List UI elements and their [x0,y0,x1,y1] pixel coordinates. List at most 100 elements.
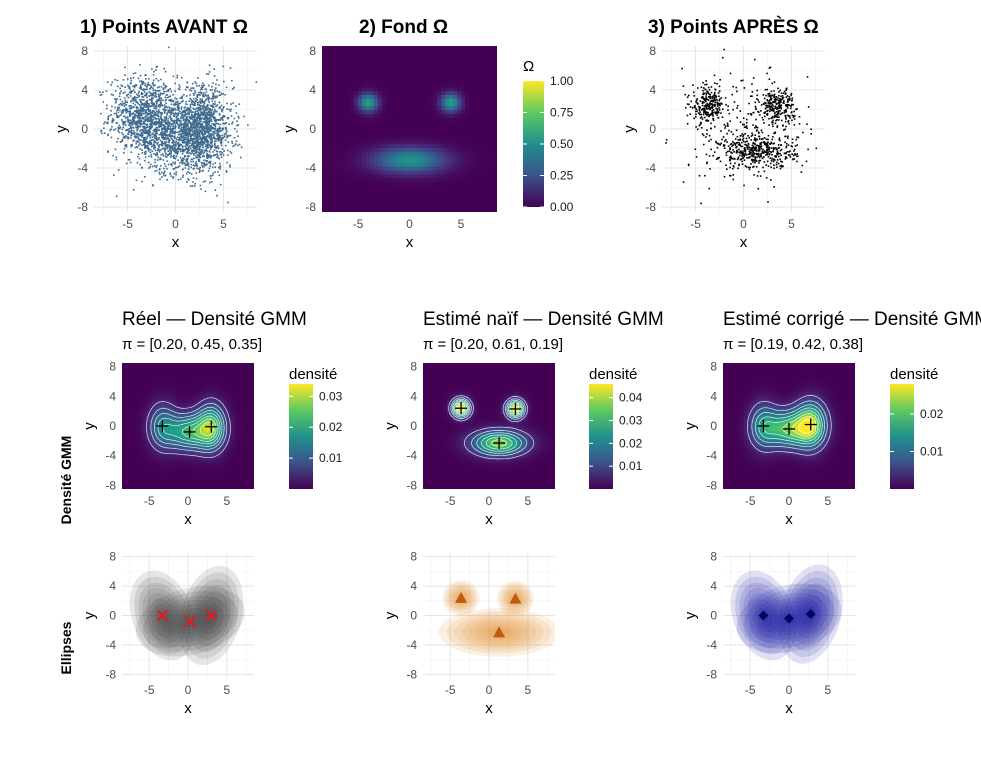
heatmap-cell [385,68,391,74]
scatter-point [149,131,152,134]
heatmap-cell [401,166,407,172]
heatmap-cell [421,204,427,209]
scatter-point [204,180,207,183]
heatmap-cell [361,87,367,92]
heatmap-cell [493,129,497,134]
heatmap-cell [373,159,379,164]
scatter-point [135,123,138,126]
heatmap-cell [493,140,497,145]
scatter-point [142,103,145,105]
scatter-point [133,139,135,142]
heatmap-cell [425,76,430,81]
scatter-point [206,119,209,121]
heatmap-cell [413,46,419,51]
scatter-point [174,126,177,129]
heatmap-cell [429,98,434,104]
scatter-point [208,181,211,184]
scatter-point [186,95,188,97]
scatter-point [185,86,188,88]
scatter-point [180,123,183,125]
scatter-point [155,130,157,133]
scatter-point [218,113,221,115]
heatmap-cell [445,91,450,96]
heatmap-cell [441,61,446,66]
scatter-point [139,148,142,150]
x-tick-label: 5 [458,217,465,231]
heatmap-cell [401,121,407,126]
scatter-point [160,114,163,117]
heatmap-cell [405,151,411,157]
heatmap-cell [493,155,497,160]
scatter-point [191,122,194,124]
scatter-point [147,110,150,112]
scatter-point [219,168,221,170]
scatter-point [116,85,119,88]
scatter-point [112,119,115,121]
heatmap-cell [401,208,407,212]
heatmap-cell [469,132,474,138]
scatter-point [204,106,207,108]
heatmap-cell [493,46,497,51]
heatmap-cell [493,178,497,183]
heatmap-cell [421,159,427,164]
heatmap-cell [493,189,497,194]
scatter-point [190,89,193,92]
heatmap-cell [401,61,407,66]
scatter-point [171,129,174,131]
scatter-point [174,131,177,133]
scatter-point [163,121,165,123]
scatter-point [151,150,154,153]
heatmap-cell [437,83,442,89]
scatter-point [214,124,216,126]
scatter-point [215,137,217,140]
heatmap-cell [481,129,486,134]
scatter-point [176,138,178,141]
scatter-point [217,133,220,136]
heatmap-cell [425,91,430,96]
heatmap-cell [373,49,379,55]
heatmap-cell [433,76,438,81]
scatter-point [166,129,169,132]
scatter-point [185,125,188,127]
heatmap-cell [489,147,494,153]
scatter-point [110,109,112,112]
heatmap-cell [429,147,434,153]
heatmap-cell [397,185,403,190]
scatter-point [155,166,157,169]
scatter-point [191,143,193,145]
scatter-point [207,117,209,119]
scatter-point [192,131,194,133]
heatmap-cell [381,117,387,123]
scatter-point [204,190,207,193]
heatmap-cell [453,208,458,212]
scatter-point [203,140,206,143]
heatmap-cell [489,162,494,168]
scatter-point [204,114,207,116]
scatter-point [208,134,211,136]
heatmap-cell [385,64,391,70]
scatter-point [189,103,192,106]
scatter-point [161,144,163,147]
heatmap-cell [337,181,343,187]
scatter-point [163,104,166,106]
heatmap-cell [337,106,343,111]
scatter-point [185,100,187,103]
heatmap-cell [489,159,494,164]
heatmap-cell [369,102,375,107]
scatter-point [149,141,151,144]
heatmap-cell [325,185,331,190]
scatter-point [209,89,212,91]
scatter-point [169,134,171,137]
scatter-point [172,112,175,115]
heatmap-cell [329,147,335,153]
heatmap-cell [393,196,399,202]
heatmap-cell [473,155,478,160]
heatmap-cell [465,106,470,111]
scatter-point [135,179,138,182]
heatmap-cell [485,185,490,190]
heatmap-cell [461,151,466,157]
scatter-point [213,124,215,126]
scatter-point [167,127,169,129]
scatter-point [177,150,180,153]
heatmap-cell [341,125,347,130]
